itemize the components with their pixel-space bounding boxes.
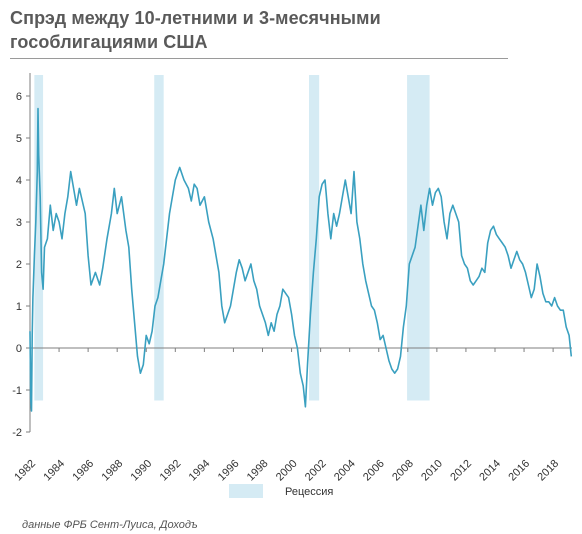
x-tick-label: 2006 bbox=[361, 458, 387, 484]
x-tick-label: 1986 bbox=[70, 458, 96, 484]
y-tick-label: 3 bbox=[16, 217, 22, 229]
recession-band-2 bbox=[154, 75, 164, 401]
y-tick-label: 5 bbox=[16, 133, 22, 145]
x-tick-label: 1994 bbox=[187, 458, 213, 484]
x-tick-label: 1990 bbox=[129, 458, 155, 484]
legend-recession-swatch bbox=[229, 484, 263, 498]
x-tick-label: 1984 bbox=[41, 458, 67, 484]
x-tick-label: 1988 bbox=[100, 458, 126, 484]
spread-series-line bbox=[29, 107, 573, 412]
x-tick-label: 2010 bbox=[419, 458, 445, 484]
y-tick-label: 0 bbox=[16, 343, 22, 355]
y-tick-label: 4 bbox=[16, 175, 22, 187]
x-tick-label: 2018 bbox=[535, 458, 561, 484]
x-tick-label: 1996 bbox=[216, 458, 242, 484]
x-tick-label: 2002 bbox=[303, 458, 329, 484]
legend-recession-label: Рецессия bbox=[285, 486, 333, 498]
recession-band-1 bbox=[34, 75, 44, 401]
x-tick-label: 2014 bbox=[477, 458, 503, 484]
x-tick-label: 1982 bbox=[12, 458, 38, 484]
chart-title-line-1: Спрэд между 10-летними и 3-месячными bbox=[10, 8, 381, 28]
recession-band-4 bbox=[407, 75, 430, 401]
y-tick-label: 1 bbox=[16, 301, 22, 313]
x-tick-label: 2016 bbox=[506, 458, 532, 484]
x-tick-label: 1992 bbox=[158, 458, 184, 484]
chart-title: Спрэд между 10-летними и 3-месячными гос… bbox=[10, 6, 530, 54]
title-divider bbox=[10, 58, 508, 59]
x-tick-label: 1998 bbox=[245, 458, 271, 484]
chart-title-line-2: гособлигациями США bbox=[10, 32, 208, 52]
y-tick-label: 2 bbox=[16, 259, 22, 271]
x-tick-label: 2008 bbox=[390, 458, 416, 484]
x-tick-label: 2000 bbox=[274, 458, 300, 484]
y-tick-label: -1 bbox=[12, 385, 22, 397]
source-note: данные ФРБ Сент-Луиса, Доходъ bbox=[22, 519, 198, 531]
x-tick-label: 2004 bbox=[332, 458, 358, 484]
recession-band-3 bbox=[308, 75, 320, 401]
y-tick-label: 6 bbox=[16, 91, 22, 103]
y-tick-label: -2 bbox=[12, 427, 22, 439]
x-tick-label: 2012 bbox=[448, 458, 474, 484]
